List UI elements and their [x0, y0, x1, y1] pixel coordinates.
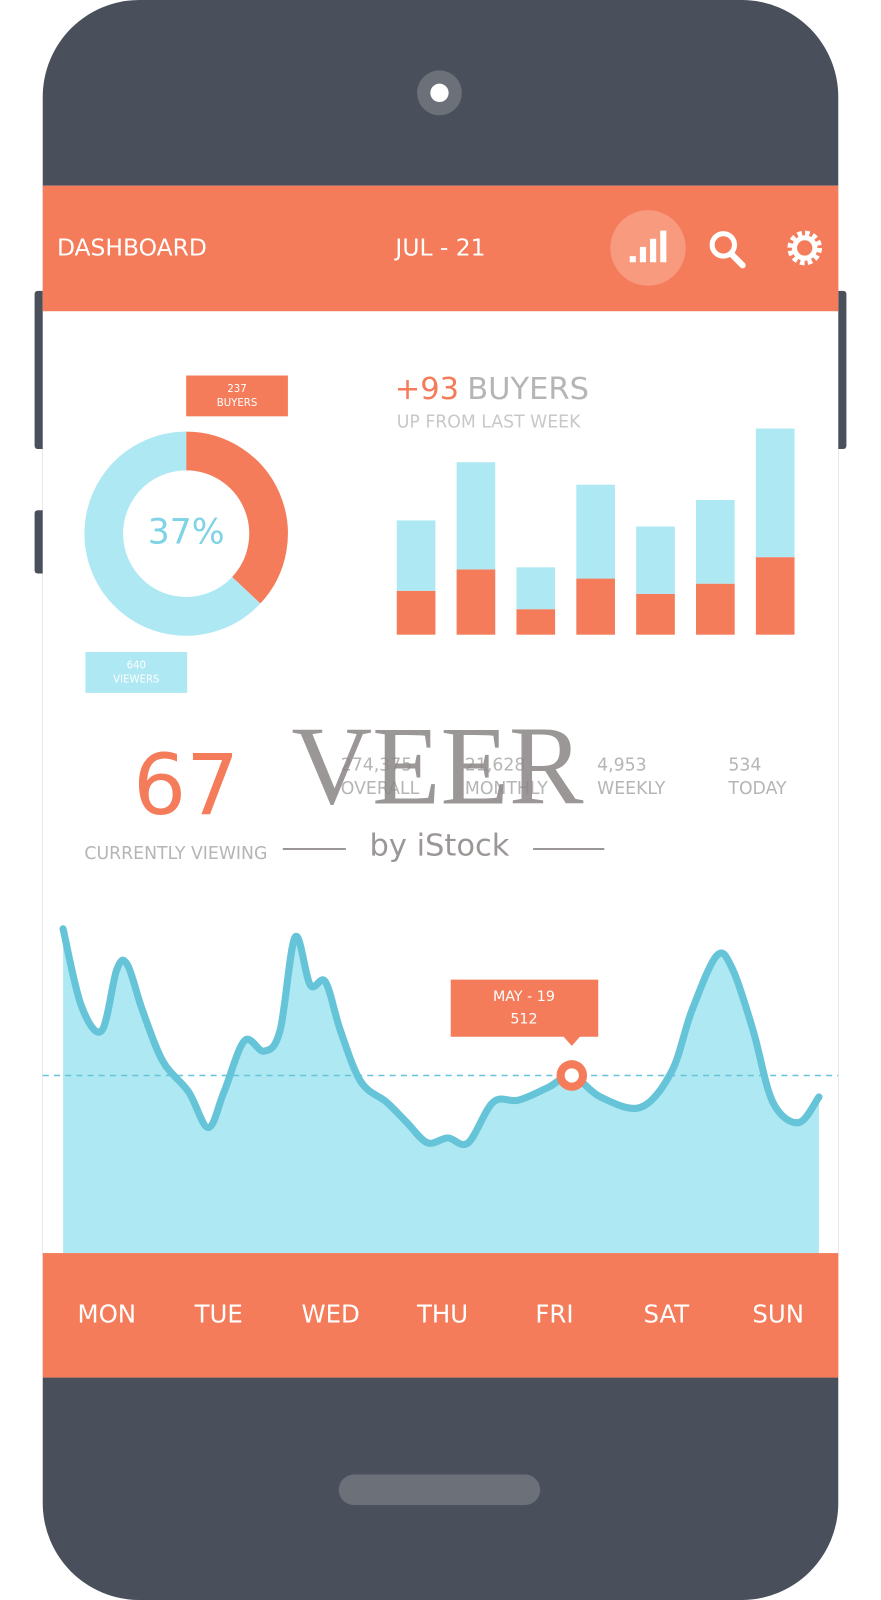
tooltip-label: MAY - 19 [493, 989, 555, 1005]
tag [85, 652, 188, 693]
bar-segment [755, 557, 795, 635]
tooltip [450, 979, 599, 1046]
area-line [59, 925, 823, 1149]
watermark: VEER by iStock [282, 704, 605, 863]
bar-segment [755, 428, 795, 558]
chart-button[interactable] [610, 210, 686, 286]
tag [186, 375, 288, 417]
subtitle: UP FROM LAST WEEK [397, 412, 581, 432]
bar-segment [456, 462, 496, 570]
stat-value: 274,375 [341, 755, 412, 775]
bar-segment [696, 583, 735, 635]
stat-label: TODAY [727, 779, 787, 799]
bar-segment [576, 484, 615, 579]
icon-part [791, 235, 818, 261]
icon-part [709, 231, 738, 259]
tag-text: BUYERS [217, 398, 258, 409]
settings-button[interactable] [787, 230, 822, 266]
bar-segment [636, 526, 675, 594]
day-tab[interactable]: TUE [194, 1299, 243, 1328]
current-value: 67 [133, 736, 239, 834]
stat-value: 4,953 [597, 755, 646, 775]
watermark-by: by iStock [369, 828, 509, 863]
home-bar[interactable] [338, 1474, 541, 1506]
headline: +93 BUYERS [395, 371, 589, 406]
bar-segment [516, 567, 556, 610]
day-tab[interactable]: WED [301, 1299, 359, 1328]
stat-value: 21,628 [465, 755, 525, 775]
header-date[interactable]: JUL - 21 [393, 233, 485, 261]
donut-segment [84, 431, 261, 636]
tag-value: 237 [227, 384, 246, 395]
highlight-center [564, 1068, 579, 1083]
icon-part [728, 251, 746, 269]
icon-part [787, 230, 822, 266]
stat-label: WEEKLY [597, 779, 666, 799]
bar-segment [396, 590, 436, 635]
day-tab[interactable]: MON [78, 1299, 137, 1328]
search-button[interactable] [709, 231, 746, 269]
bar-segment [516, 609, 556, 635]
icon-circle [610, 210, 686, 286]
icon-part [660, 230, 667, 263]
day-tab[interactable]: FRI [535, 1299, 573, 1328]
camera-lens [430, 83, 449, 103]
current-label: CURRENTLY VIEWING [84, 844, 267, 864]
tag-value: 640 [127, 660, 146, 671]
stat-label: MONTHLY [465, 779, 548, 799]
tag-text: VIEWERS [113, 675, 159, 686]
headline-text: BUYERS [467, 371, 589, 406]
day-bar [42, 1253, 839, 1378]
header-title[interactable]: DASHBOARD [57, 233, 207, 261]
stat-value: 534 [728, 755, 761, 775]
day-tab[interactable]: SUN [752, 1299, 804, 1328]
icon-part [639, 246, 646, 263]
bar-segment [456, 569, 496, 635]
header-bar [42, 185, 839, 312]
bar-segment [396, 520, 436, 591]
bar-segment [696, 500, 735, 584]
tooltip-value: 512 [510, 1011, 537, 1027]
headline-value: +93 [395, 371, 459, 406]
watermark-brand: VEER [291, 704, 583, 828]
bar-segment [576, 578, 615, 635]
icon-part [629, 256, 636, 263]
donut-center: 37% [148, 513, 225, 553]
stat-label: OVERALL [341, 779, 420, 799]
donut-segment [185, 431, 288, 604]
bar-segment [636, 593, 675, 635]
day-tab[interactable]: THU [416, 1299, 468, 1328]
area-fill [63, 928, 819, 1254]
icon-part [650, 238, 657, 263]
day-tab[interactable]: SAT [644, 1299, 690, 1328]
